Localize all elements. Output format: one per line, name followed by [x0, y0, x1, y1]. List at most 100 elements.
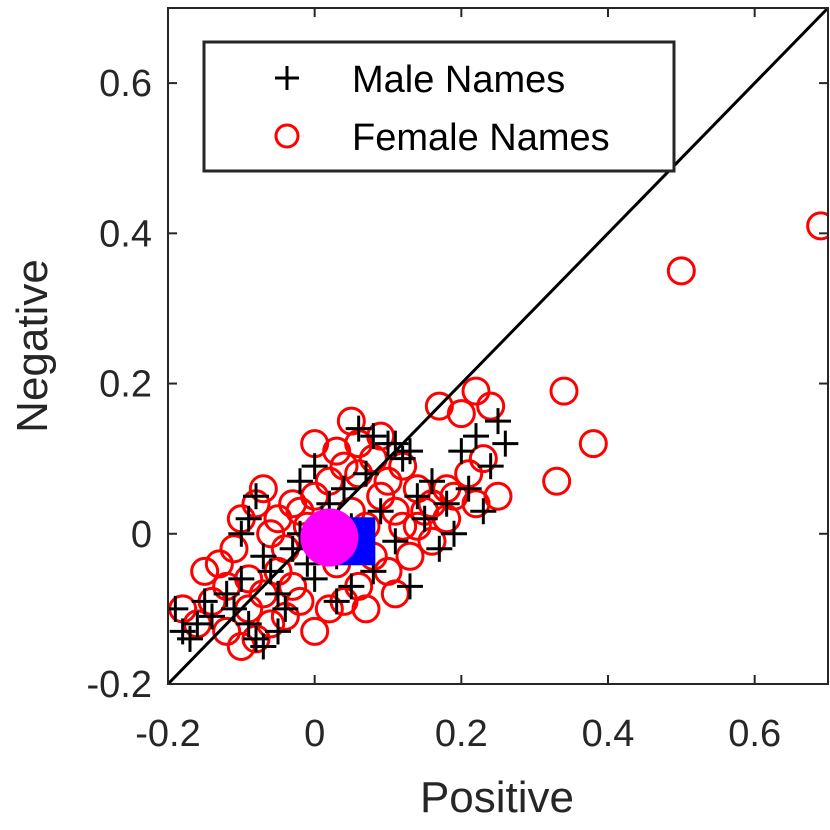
- female-name-point: [248, 474, 278, 504]
- legend-label-female: Female Names: [352, 117, 610, 159]
- x-tick-label: 0.2: [435, 713, 488, 755]
- y-tick-label: 0.4: [99, 213, 152, 255]
- female-name-point: [542, 466, 572, 496]
- male-name-point: [485, 408, 511, 435]
- male-name-point: [199, 603, 225, 630]
- female-name-point: [278, 571, 308, 601]
- male-name-point: [470, 498, 497, 525]
- male-name-point: [250, 633, 277, 660]
- legend: Male Names Female Names: [202, 40, 676, 173]
- female-name-point: [461, 376, 491, 406]
- female-name-point: [468, 444, 498, 474]
- female-name-point: [578, 429, 608, 459]
- female-name-point: [278, 489, 308, 519]
- male-name-point: [455, 475, 482, 502]
- y-tick-label: 0.6: [99, 63, 152, 105]
- y-axis: -0.2 0 0.2 0.4 0.6: [87, 63, 828, 706]
- male-name-point: [184, 610, 211, 637]
- x-axis: -0.2 0 0.2 0.4 0.6: [135, 8, 781, 755]
- male-name-point: [389, 445, 416, 472]
- male-name-point: [287, 468, 313, 495]
- male-name-point: [265, 580, 291, 607]
- female-name-point: [666, 256, 696, 286]
- male-name-point: [169, 618, 196, 645]
- female-name-point: [263, 504, 293, 534]
- female-name-point: [212, 616, 242, 646]
- legend-label-male: Male Names: [352, 59, 565, 101]
- male-name-point: [235, 505, 262, 532]
- y-tick-label: 0: [131, 514, 152, 556]
- female-name-point: [380, 579, 410, 609]
- x-tick-label: -0.2: [135, 713, 200, 755]
- male-name-point: [404, 483, 431, 510]
- male-name-point: [345, 415, 372, 442]
- female-name-point: [549, 376, 579, 406]
- male-name-point: [221, 595, 247, 622]
- male-name-point: [338, 573, 365, 600]
- female-name-point: [219, 534, 249, 564]
- female-name-point: [329, 451, 359, 481]
- male-name-point: [492, 430, 519, 457]
- male-name-point: [301, 453, 328, 480]
- y-axis-label: Negative: [8, 259, 57, 433]
- male-name-point: [419, 468, 445, 495]
- female-name-point: [476, 391, 506, 421]
- male-name-point: [367, 498, 394, 525]
- female-name-point: [388, 511, 418, 541]
- male-name-point: [477, 453, 504, 480]
- male-name-point: [426, 535, 453, 562]
- mean-circle-marker: [300, 508, 359, 567]
- y-tick-label: 0.2: [99, 364, 152, 406]
- male-name-point: [441, 520, 467, 547]
- male-name-point: [360, 423, 387, 450]
- male-name-point: [272, 595, 299, 622]
- female-name-point: [806, 211, 828, 241]
- male-name-point: [382, 528, 409, 555]
- male-name-point: [228, 520, 255, 547]
- male-name-point: [353, 460, 379, 487]
- female-name-point: [395, 541, 425, 571]
- x-axis-label: Positive: [420, 773, 574, 822]
- male-name-point: [168, 595, 189, 622]
- male-name-point: [228, 565, 255, 592]
- x-tick-label: 0: [304, 713, 325, 755]
- male-name-point: [433, 490, 460, 517]
- female-name-point: [417, 526, 447, 556]
- male-name-point: [213, 580, 240, 607]
- male-name-point: [323, 588, 350, 615]
- female-name-point: [314, 466, 344, 496]
- male-name-point: [397, 573, 423, 600]
- male-name-point: [243, 483, 269, 510]
- female-name-point: [439, 481, 469, 511]
- male-name-point: [191, 588, 218, 615]
- female-name-point: [424, 391, 454, 421]
- plot-frame: [167, 7, 829, 685]
- male-name-point: [331, 475, 357, 502]
- legend-marker-male: [275, 66, 299, 90]
- female-name-point: [373, 466, 403, 496]
- female-name-point: [190, 556, 220, 586]
- male-name-point: [411, 505, 438, 532]
- male-name-point: [301, 565, 328, 592]
- female-name-point: [402, 511, 432, 541]
- male-name-point: [177, 625, 203, 652]
- female-name-point: [285, 586, 315, 616]
- x-tick-label: 0.4: [582, 713, 635, 755]
- male-name-point: [463, 423, 489, 450]
- female-name-point: [300, 616, 330, 646]
- female-name-point: [351, 594, 381, 624]
- y-tick-label: -0.2: [87, 664, 152, 706]
- male-name-point: [235, 610, 262, 637]
- female-name-point: [256, 519, 286, 549]
- legend-marker-female: [274, 123, 300, 149]
- male-name-point: [448, 438, 475, 465]
- male-name-point: [265, 618, 291, 645]
- female-name-point: [314, 594, 344, 624]
- male-name-point: [279, 535, 306, 562]
- male-name-point: [397, 438, 423, 465]
- legend-box: [202, 40, 676, 173]
- x-tick-label: 0.6: [728, 713, 781, 755]
- male-name-point: [250, 543, 277, 570]
- plot-marks: [168, 8, 828, 684]
